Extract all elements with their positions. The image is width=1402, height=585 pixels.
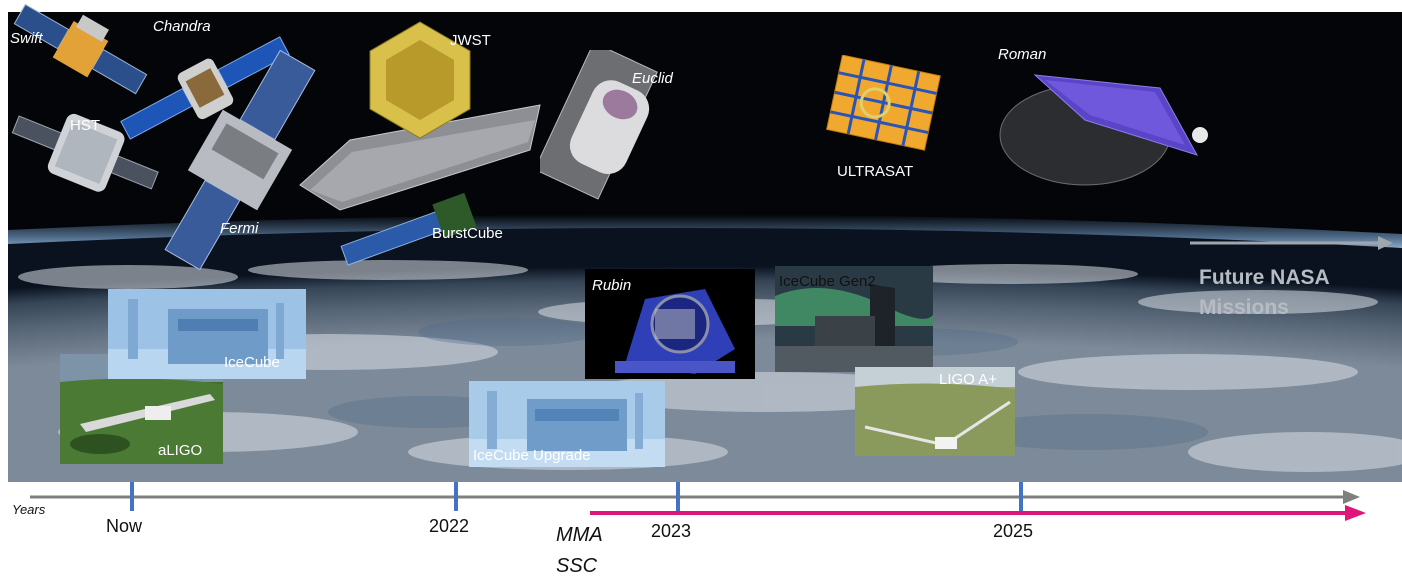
euclid-spacecraft-illustration bbox=[540, 50, 658, 200]
timeline-axis bbox=[30, 482, 1366, 521]
rubin-caption: Rubin bbox=[592, 277, 632, 294]
ligo-aplus-caption: LIGO A+ bbox=[939, 371, 997, 388]
burstcube-spacecraft-illustration bbox=[340, 192, 477, 266]
hubble-spacecraft-illustration bbox=[11, 113, 159, 192]
aligo-caption: aLIGO bbox=[158, 442, 203, 459]
tick-label-2025: 2025 bbox=[993, 521, 1034, 541]
ligo-aplus-photo: LIGO A+ bbox=[855, 367, 1015, 456]
years-axis-label: Years bbox=[12, 502, 46, 517]
icecube-gen2-caption: IceCube Gen2 bbox=[779, 273, 876, 290]
icecube-upgrade-caption: IceCube Upgrade bbox=[473, 447, 591, 464]
ultrasat-spacecraft-illustration bbox=[826, 55, 941, 151]
fermi-spacecraft-illustration bbox=[164, 49, 316, 271]
future-missions-arrow bbox=[1190, 236, 1393, 250]
swift-label: Swift bbox=[10, 30, 43, 47]
euclid-label: Euclid bbox=[632, 70, 673, 87]
burstcube-label: BurstCube bbox=[432, 225, 503, 242]
icecube-gen2-photo: IceCube Gen2 bbox=[775, 266, 933, 372]
roman-label: Roman bbox=[998, 46, 1047, 63]
rubin-photo: Rubin bbox=[585, 269, 755, 379]
ultrasat-label: ULTRASAT bbox=[837, 163, 914, 180]
future-missions-label: Future NASA Missions bbox=[1199, 266, 1329, 319]
tick-label-now: Now bbox=[106, 516, 143, 536]
icecube-caption: IceCube bbox=[224, 354, 280, 371]
hst-label: HST bbox=[70, 117, 100, 134]
tick-label-2022: 2022 bbox=[429, 516, 470, 536]
tick-label-2023: 2023 bbox=[651, 521, 692, 541]
fermi-label: Fermi bbox=[220, 220, 259, 237]
jwst-spacecraft-illustration bbox=[299, 21, 541, 211]
chandra-label: Chandra bbox=[153, 18, 211, 35]
swift-spacecraft-illustration bbox=[13, 3, 148, 95]
icecube-photo: IceCube bbox=[108, 289, 306, 379]
mma-ssc-label: MMA SSC bbox=[556, 524, 602, 577]
roman-spacecraft-illustration bbox=[999, 74, 1208, 186]
jwst-label: JWST bbox=[450, 32, 491, 49]
chandra-spacecraft-illustration bbox=[120, 36, 290, 140]
icecube-upgrade-photo: IceCube Upgrade bbox=[469, 381, 665, 467]
